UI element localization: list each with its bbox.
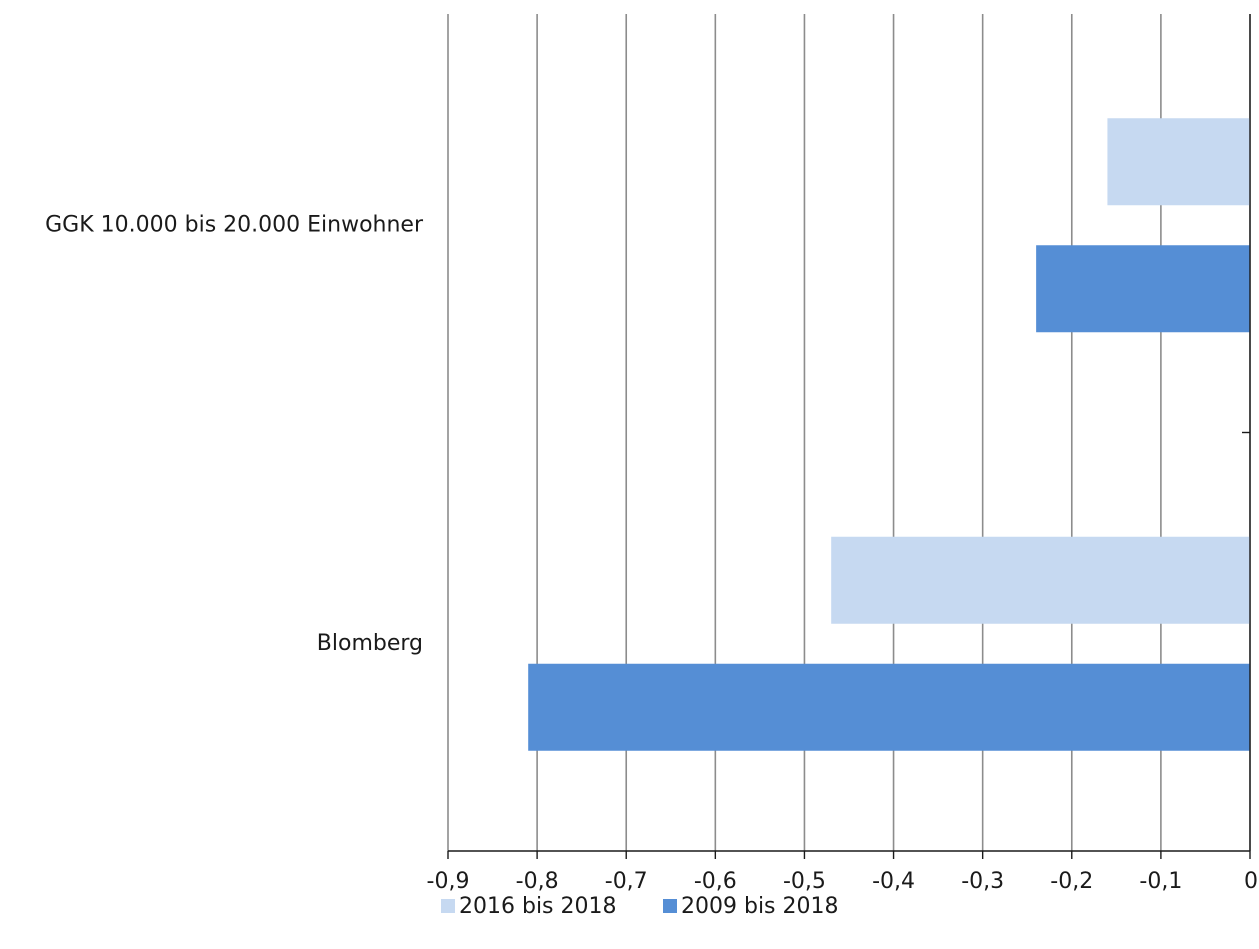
x-tick-label: -0,7 <box>605 869 648 894</box>
bar-series-1 <box>1107 118 1250 206</box>
x-tick-label: -0,6 <box>694 869 737 894</box>
x-tick-label: -0,3 <box>961 869 1004 894</box>
category-label: GGK 10.000 bis 20.000 Einwohner <box>45 212 424 237</box>
x-tick-label: 0 <box>1244 869 1258 894</box>
legend-label: 2016 bis 2018 <box>459 894 617 919</box>
x-tick-label: -0,5 <box>783 869 826 894</box>
legend: 2016 bis 2018 2009 bis 2018 <box>441 894 839 919</box>
x-tick-label: -0,9 <box>427 869 470 894</box>
x-tick-label: -0,1 <box>1139 869 1182 894</box>
x-tick-label: -0,4 <box>872 869 915 894</box>
x-tick-label: -0,2 <box>1050 869 1093 894</box>
legend-swatch <box>663 899 677 913</box>
bar-series-2 <box>528 663 1250 751</box>
category-label: Blomberg <box>317 631 423 656</box>
legend-swatch <box>441 899 455 913</box>
legend-label: 2009 bis 2018 <box>681 894 839 919</box>
x-tick-labels: -0,9 -0,8 -0,7 -0,6 -0,5 -0,4 -0,3 -0,2 -0,1 0 <box>427 869 1258 894</box>
bars <box>528 118 1250 751</box>
x-tick-label: -0,8 <box>516 869 559 894</box>
bar-series-2 <box>1036 245 1250 333</box>
category-labels: GGK 10.000 bis 20.000 Einwohner Blomberg <box>45 212 424 656</box>
bar-series-1 <box>831 536 1250 624</box>
x-axis <box>447 14 1251 859</box>
